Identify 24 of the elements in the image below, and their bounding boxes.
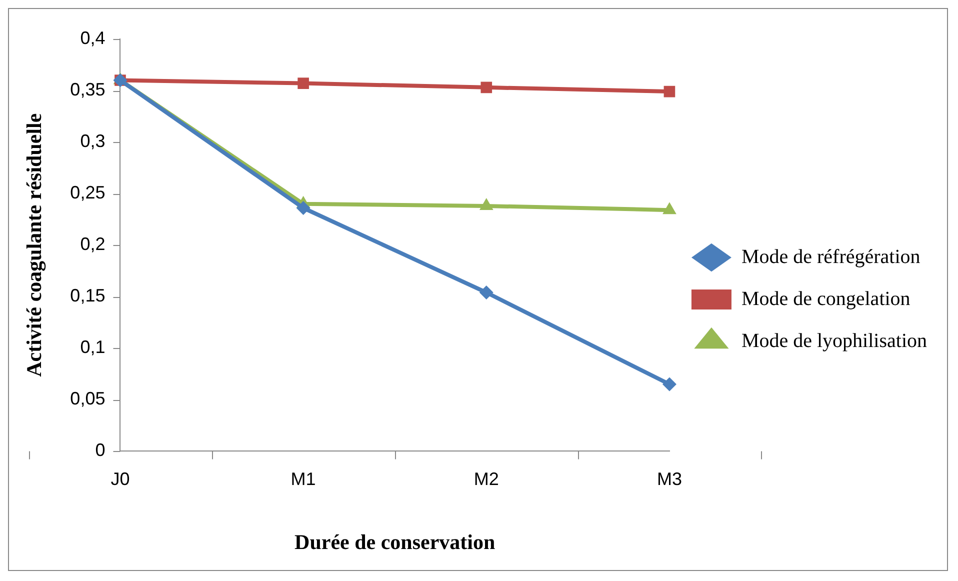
legend-label: Mode de lyophilisation xyxy=(741,330,928,352)
y-tick-label: 0,3 xyxy=(80,131,106,152)
y-tick-label: 0 xyxy=(95,440,106,460)
point xyxy=(298,78,309,89)
y-tick-label: 0,15 xyxy=(70,286,106,306)
x-axis-title: Durée de conservation xyxy=(294,530,496,554)
x-tick-label: J0 xyxy=(110,468,130,489)
legend-label: Mode de congelation xyxy=(741,288,910,310)
y-tick-label: 0,4 xyxy=(80,28,106,48)
point xyxy=(664,86,676,98)
y-tick-label: 0,2 xyxy=(80,234,106,254)
y-tick-label: 0,1 xyxy=(80,337,106,358)
legend-label: Mode de réfrégération xyxy=(741,246,920,268)
x-tick-label: M1 xyxy=(290,468,316,489)
y-tick-label: 0,35 xyxy=(70,79,106,100)
point xyxy=(480,82,492,94)
x-tick-label: M3 xyxy=(656,468,682,489)
y-tick-label: 0,25 xyxy=(70,182,106,203)
point xyxy=(662,377,676,392)
point xyxy=(479,286,494,300)
y-axis-title: Activité coagulante résiduelle xyxy=(22,113,46,377)
x-tick-label: M2 xyxy=(474,468,499,489)
point xyxy=(296,201,310,215)
y-tick-label: 0,05 xyxy=(70,388,106,409)
